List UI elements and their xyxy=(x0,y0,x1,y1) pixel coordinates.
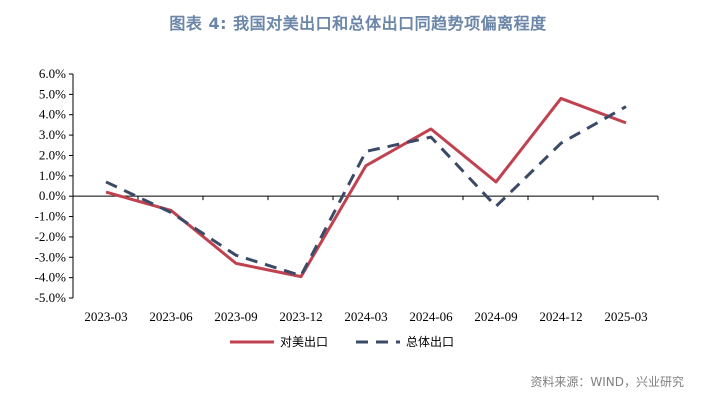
x-tick-label: 2023-09 xyxy=(214,309,257,324)
y-tick-label: 1.0% xyxy=(39,168,66,183)
y-tick-label: -4.0% xyxy=(35,270,67,285)
x-tick-label: 2023-12 xyxy=(279,309,322,324)
x-tick-label: 2023-03 xyxy=(84,309,127,324)
legend-label-1: 对美出口 xyxy=(280,335,328,349)
x-tick-label: 2025-03 xyxy=(604,309,647,324)
chart-series xyxy=(105,96,627,279)
y-tick-label: -1.0% xyxy=(35,209,67,224)
y-tick-label: 6.0% xyxy=(39,66,66,81)
chart-title: 图表 4: 我国对美出口和总体出口同趋势项偏离程度 xyxy=(169,14,547,33)
x-tick-label: 2023-06 xyxy=(149,309,193,324)
legend-label-2: 总体出口 xyxy=(406,335,454,349)
y-tick-label: -3.0% xyxy=(35,249,67,264)
chart-legend: 对美出口 总体出口 xyxy=(230,335,454,349)
y-tick-label: 5.0% xyxy=(39,86,66,101)
x-tick-label: 2024-06 xyxy=(409,309,453,324)
x-tick-label: 2024-03 xyxy=(344,309,387,324)
x-tick-label: 2024-09 xyxy=(474,309,517,324)
y-tick-label: 4.0% xyxy=(39,107,66,122)
y-tick-label: -5.0% xyxy=(35,290,67,305)
source-note: 资料来源：WIND，兴业研究 xyxy=(530,375,684,389)
series-line-1 xyxy=(105,96,627,279)
y-tick-label: -2.0% xyxy=(35,229,67,244)
y-tick-label: 2.0% xyxy=(39,147,66,162)
chart-axes: 6.0% 5.0% 4.0% 3.0% 2.0% 1.0% 0.0% -1.0% -2.0% -3… xyxy=(35,66,659,324)
y-tick-label: 3.0% xyxy=(39,127,66,142)
x-tick-label: 2024-12 xyxy=(539,309,582,324)
y-tick-label: 0.0% xyxy=(39,188,66,203)
series-line-2 xyxy=(105,105,627,278)
